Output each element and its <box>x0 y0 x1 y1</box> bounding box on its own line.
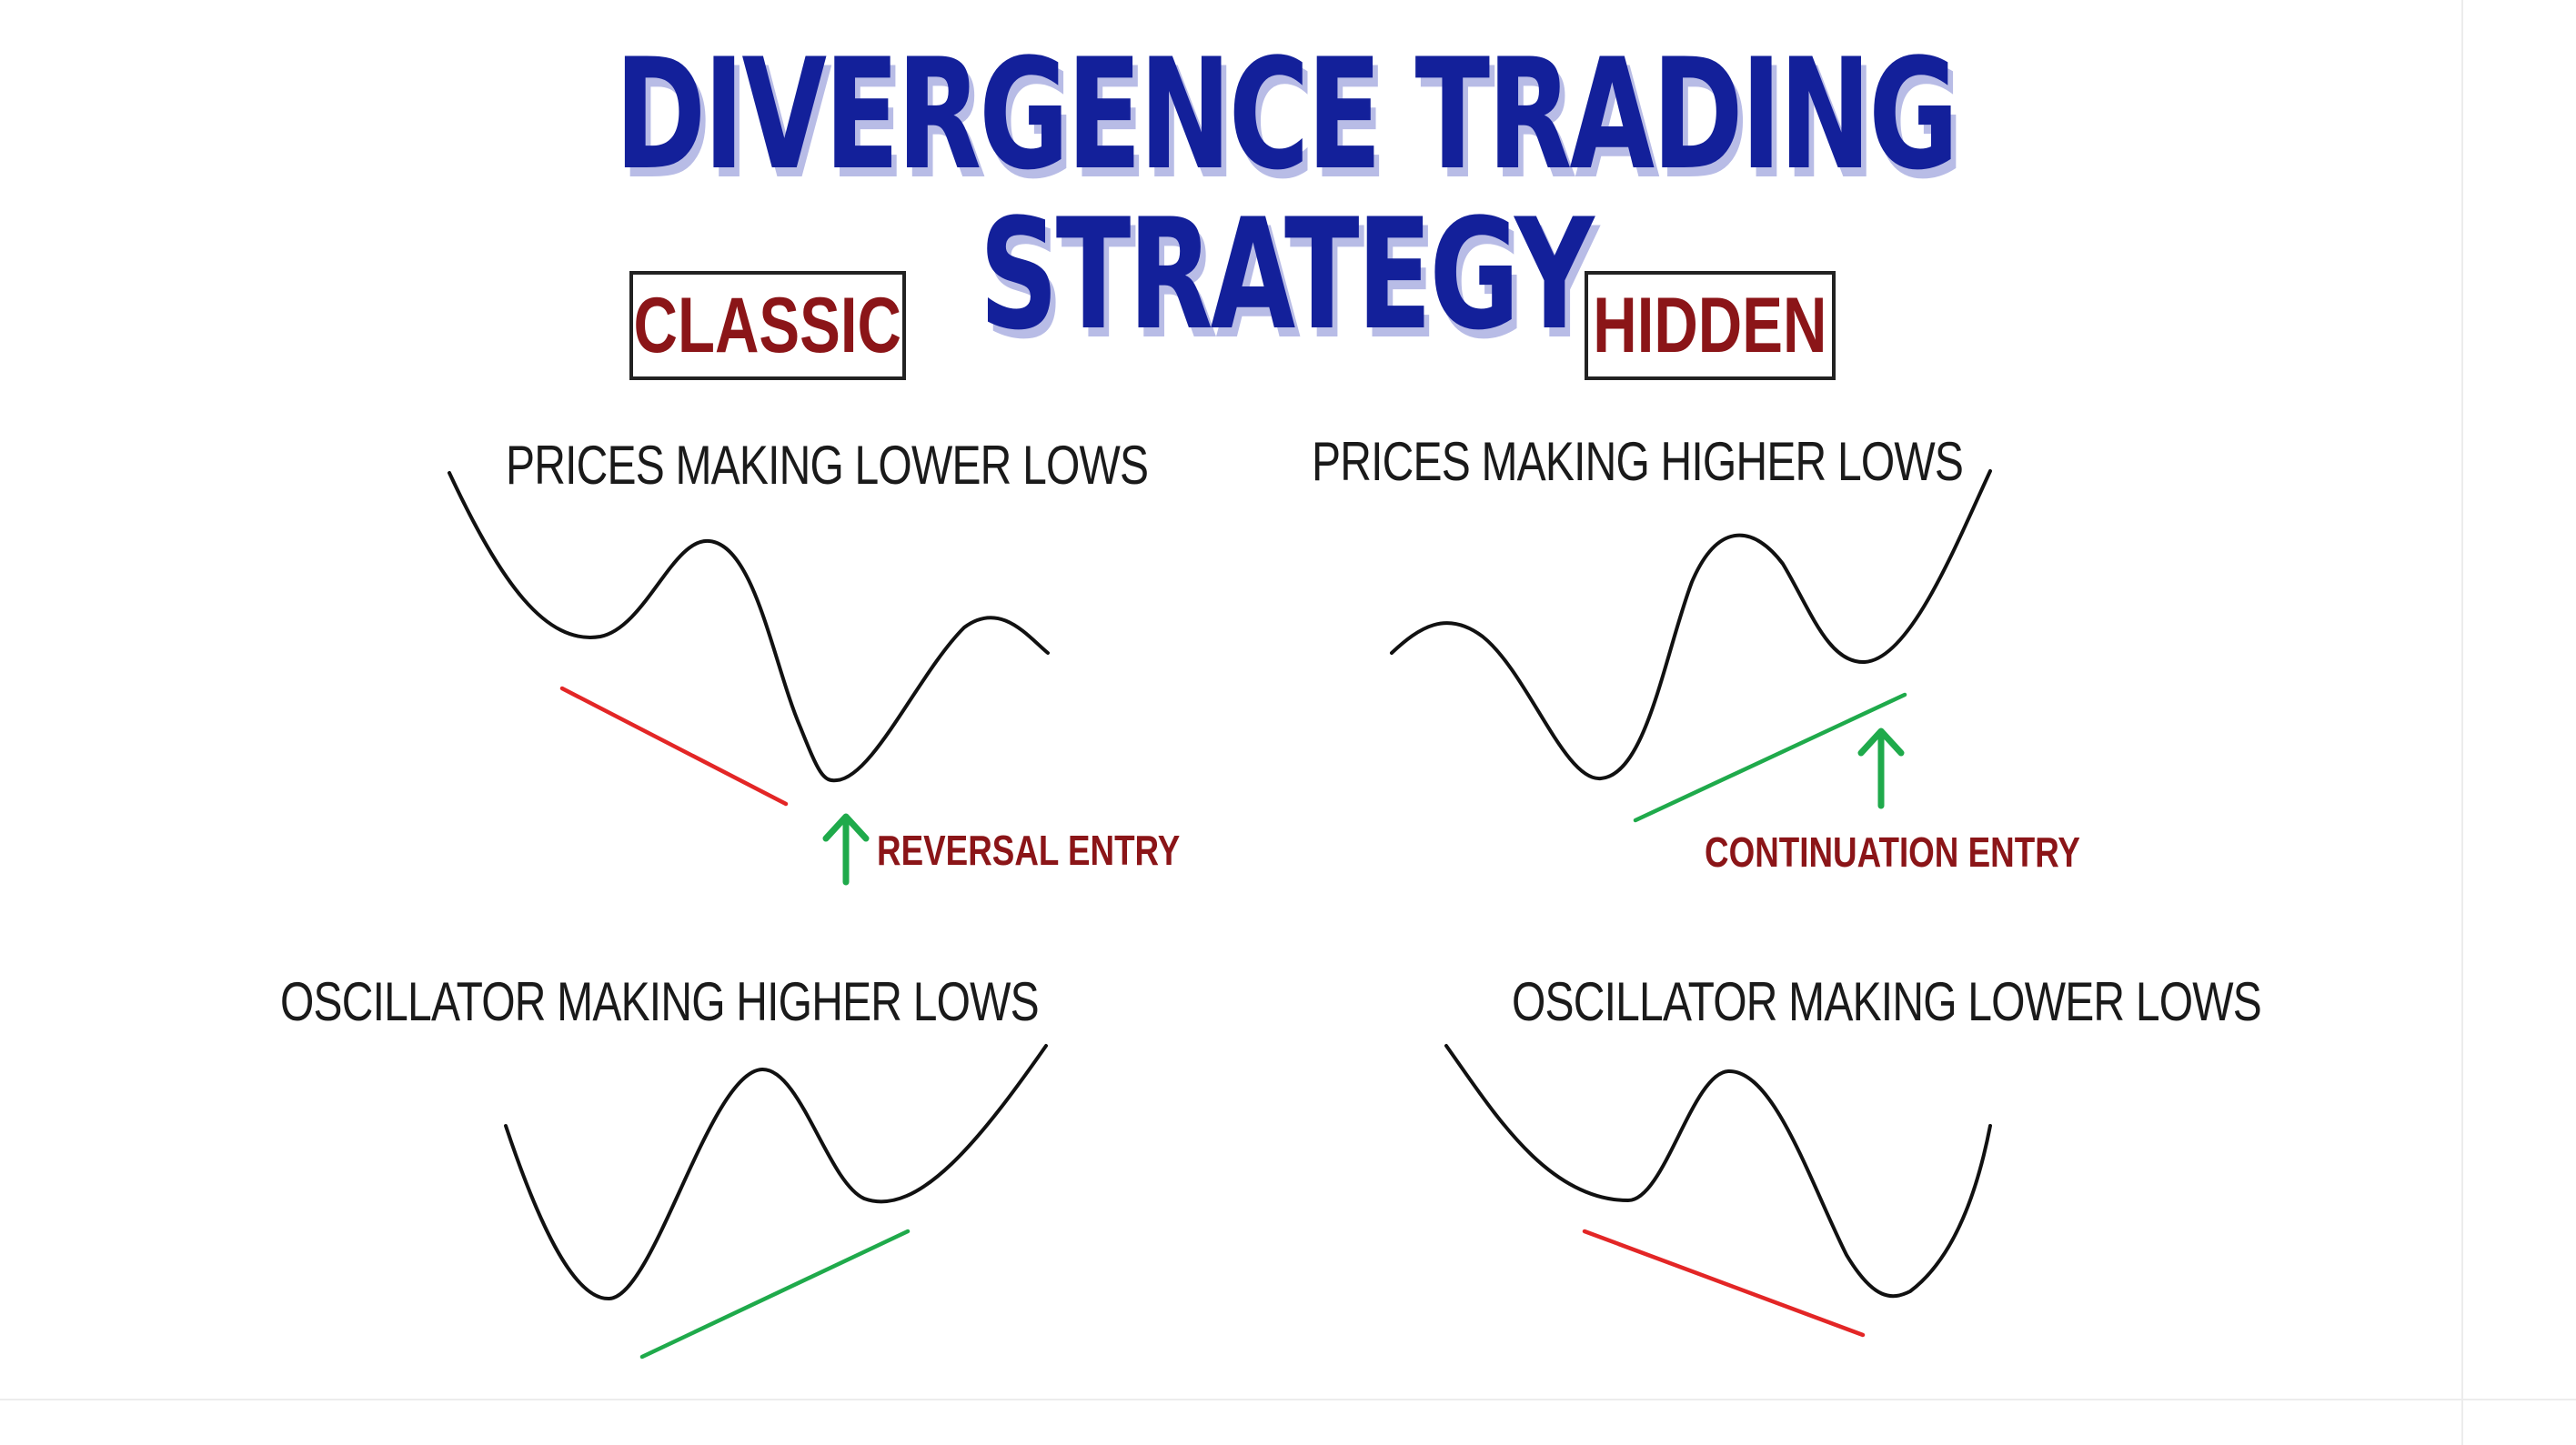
classic-oscillator-curve <box>504 1044 1048 1301</box>
hidden-oscillator-heading: OSCILLATOR MAKING LOWER LOWS <box>1512 971 2262 1032</box>
classic-oscillator-trendline <box>639 1229 911 1360</box>
page-edge-divider-vertical <box>2461 0 2463 1445</box>
classic-price-trendline <box>559 686 789 807</box>
classic-price-curve <box>448 471 1050 783</box>
hidden-price-heading: PRICES MAKING HIGHER LOWS <box>1312 431 1964 492</box>
classic-price-heading: PRICES MAKING LOWER LOWS <box>506 435 1149 496</box>
reversal-entry-arrow-icon <box>822 813 870 886</box>
classic-oscillator-heading: OSCILLATOR MAKING HIGHER LOWS <box>280 971 1040 1032</box>
hidden-oscillator-curve <box>1444 1044 1992 1299</box>
continuation-entry-label: CONTINUATION ENTRY <box>1705 828 2080 876</box>
hidden-label: HIDDEN <box>1593 281 1827 369</box>
page-title: DIVERGENCE TRADING STRATEGY <box>614 25 1959 365</box>
classic-label-box: CLASSIC <box>629 271 906 380</box>
hidden-label-box: HIDDEN <box>1585 271 1836 380</box>
continuation-entry-arrow-icon <box>1857 728 1905 809</box>
reversal-entry-label: REVERSAL ENTRY <box>877 827 1181 874</box>
classic-label: CLASSIC <box>633 281 902 369</box>
hidden-oscillator-trendline <box>1582 1229 1866 1338</box>
page-edge-divider-horizontal <box>0 1399 2576 1400</box>
hidden-price-trendline <box>1633 692 1907 823</box>
hidden-price-curve <box>1390 469 1992 781</box>
